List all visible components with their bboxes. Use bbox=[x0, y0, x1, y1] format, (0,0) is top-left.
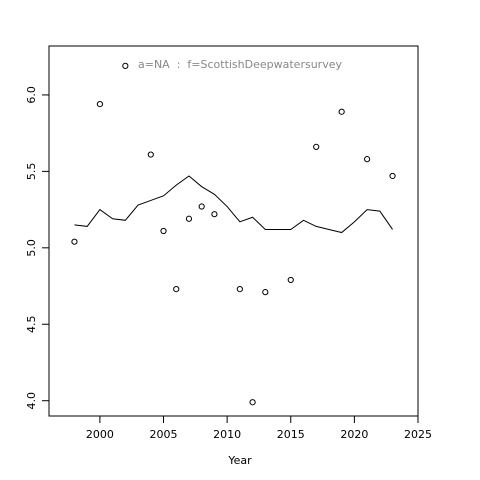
point bbox=[211, 211, 218, 218]
point bbox=[71, 238, 78, 245]
point bbox=[198, 203, 205, 210]
point bbox=[160, 227, 167, 235]
point bbox=[262, 289, 269, 296]
point bbox=[122, 62, 129, 69]
y-tick-label: 4.5 bbox=[25, 316, 38, 334]
y-tick-label: 4.0 bbox=[25, 392, 38, 410]
point bbox=[338, 108, 345, 115]
point bbox=[287, 276, 294, 284]
y-tick-label: 5.0 bbox=[25, 239, 38, 257]
x-tick-label: 2000 bbox=[86, 428, 114, 441]
x-tick-label: 2010 bbox=[213, 428, 241, 441]
y-tick-label: 6.0 bbox=[25, 86, 38, 104]
x-tick-label: 2005 bbox=[150, 428, 178, 441]
x-tick-label: 2020 bbox=[340, 428, 368, 441]
point bbox=[389, 172, 396, 180]
point bbox=[96, 100, 103, 108]
point bbox=[173, 285, 180, 293]
plot-box bbox=[48, 45, 419, 417]
x-axis-label: Year bbox=[227, 454, 252, 467]
point bbox=[249, 399, 256, 406]
chart-title: a=NA : f=ScottishDeepwatersurvey bbox=[138, 58, 342, 71]
point bbox=[364, 156, 371, 163]
line bbox=[74, 175, 393, 234]
x-tick-label: 2015 bbox=[277, 428, 305, 441]
x-tick-label: 2025 bbox=[404, 428, 432, 441]
point bbox=[313, 143, 320, 151]
y-tick-label: 5.5 bbox=[25, 163, 38, 181]
point bbox=[236, 285, 243, 293]
point bbox=[185, 215, 193, 222]
point bbox=[147, 151, 154, 158]
